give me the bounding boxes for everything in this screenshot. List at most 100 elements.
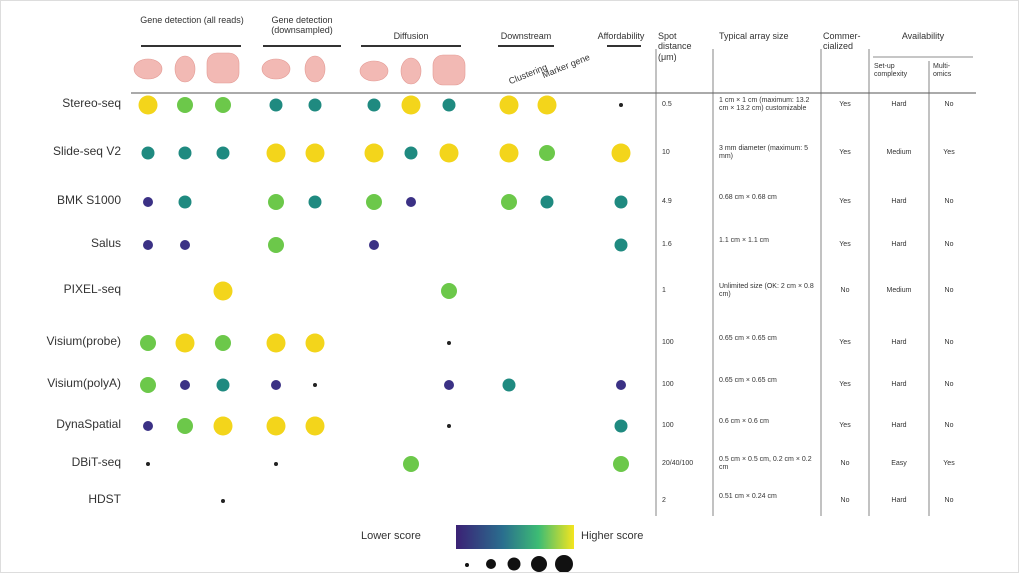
array-size: 0.65 cm × 0.65 cm [719, 335, 819, 343]
score-dot [309, 196, 322, 209]
tissue-icons [134, 53, 465, 85]
commercialized: Yes [823, 241, 867, 249]
header: Typical array size [719, 31, 799, 41]
setup-complexity: Hard [871, 381, 927, 389]
score-dot [306, 334, 325, 353]
row-name: Stereo-seq [11, 97, 121, 111]
score-dot [146, 462, 150, 466]
commercialized: Yes [823, 422, 867, 430]
setup-complexity: Easy [871, 460, 927, 468]
array-size: 0.65 cm × 0.65 cm [719, 377, 819, 385]
score-dot [615, 196, 628, 209]
header: Gene detection (downsampled) [256, 15, 348, 36]
score-dot [369, 240, 379, 250]
score-dot [447, 341, 451, 345]
score-dot [268, 194, 284, 210]
multi-omics: No [931, 198, 967, 206]
multi-omics: No [931, 339, 967, 347]
score-dot [215, 335, 231, 351]
score-dot [267, 417, 286, 436]
score-dot [447, 424, 451, 428]
row-name: Visium(probe) [11, 335, 121, 349]
score-dot [221, 499, 225, 503]
score-dot [441, 283, 457, 299]
score-dot [615, 420, 628, 433]
score-dot [267, 144, 286, 163]
header: Diffusion [361, 31, 461, 41]
row-name: DBiT-seq [11, 456, 121, 470]
score-dot [501, 194, 517, 210]
score-dot [403, 456, 419, 472]
spot-distance: 1.6 [662, 241, 706, 249]
score-dot [214, 282, 233, 301]
score-dot [179, 196, 192, 209]
score-dot [444, 380, 454, 390]
row-name: Visium(polyA) [11, 377, 121, 391]
score-dot [271, 380, 281, 390]
array-size: Unlimited size (OK: 2 cm × 0.8 cm) [719, 283, 819, 299]
multi-omics: Yes [931, 460, 967, 468]
setup-complexity: Hard [871, 101, 927, 109]
commercialized: Yes [823, 381, 867, 389]
score-dot [366, 194, 382, 210]
score-dot [139, 96, 158, 115]
score-dot [140, 335, 156, 351]
spot-distance: 100 [662, 422, 706, 430]
score-dot [500, 144, 519, 163]
score-dot [539, 145, 555, 161]
score-dot [503, 379, 516, 392]
score-dot [306, 144, 325, 163]
score-dot [143, 197, 153, 207]
score-dot [143, 421, 153, 431]
header: Spot distance (μm) [658, 31, 698, 62]
score-dot [274, 462, 278, 466]
score-dot [180, 240, 190, 250]
row-name: Salus [11, 237, 121, 251]
score-dot [306, 417, 325, 436]
score-dot [270, 99, 283, 112]
commercialized: Yes [823, 149, 867, 157]
score-dot [368, 99, 381, 112]
color-scale [456, 525, 574, 549]
score-dot [615, 239, 628, 252]
score-dot [268, 237, 284, 253]
commercialized: Yes [823, 198, 867, 206]
score-dot [177, 97, 193, 113]
header: Commer-cialized [823, 31, 867, 52]
score-dot [179, 147, 192, 160]
setup-complexity: Hard [871, 422, 927, 430]
score-dot [142, 147, 155, 160]
row-name: Slide-seq V2 [11, 145, 121, 159]
score-dot [217, 379, 230, 392]
legend-low: Lower score [361, 530, 421, 543]
score-dot [143, 240, 153, 250]
array-size: 0.6 cm × 0.6 cm [719, 418, 819, 426]
figure: Gene detection (all reads) Gene detectio… [0, 0, 1019, 573]
commercialized: No [823, 460, 867, 468]
setup-complexity: Medium [871, 149, 927, 157]
score-dot [176, 334, 195, 353]
multi-omics: No [931, 381, 967, 389]
score-dot [365, 144, 384, 163]
spot-distance: 100 [662, 381, 706, 389]
score-dot [313, 383, 317, 387]
score-dot [616, 380, 626, 390]
score-dot [214, 417, 233, 436]
score-dot [619, 103, 623, 107]
header: Affordability [581, 31, 661, 41]
multi-omics: No [931, 241, 967, 249]
score-dot [541, 196, 554, 209]
score-dot [217, 147, 230, 160]
header: Set-up complexity [874, 63, 928, 79]
array-size: 1 cm × 1 cm (maximum: 13.2 cm × 13.2 cm)… [719, 97, 819, 113]
spot-distance: 100 [662, 339, 706, 347]
score-dot [267, 334, 286, 353]
commercialized: No [823, 287, 867, 295]
header: Gene detection (all reads) [139, 15, 245, 25]
spot-distance: 2 [662, 497, 706, 505]
spot-distance: 4.9 [662, 198, 706, 206]
multi-omics: No [931, 101, 967, 109]
legend-high: Higher score [581, 530, 643, 543]
setup-complexity: Hard [871, 339, 927, 347]
spot-distance: 20/40/100 [662, 460, 706, 468]
